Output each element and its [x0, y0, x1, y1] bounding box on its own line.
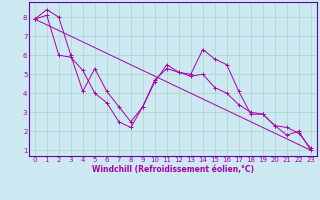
X-axis label: Windchill (Refroidissement éolien,°C): Windchill (Refroidissement éolien,°C) [92, 165, 254, 174]
